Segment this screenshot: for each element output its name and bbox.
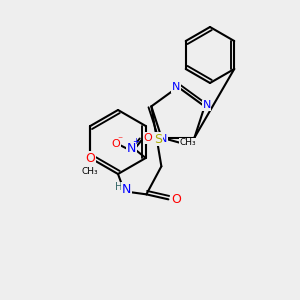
Text: S: S [154,133,162,146]
Text: H: H [115,182,122,192]
Text: ⁻: ⁻ [117,135,122,145]
Text: N: N [122,183,131,196]
Text: N: N [172,82,180,92]
Text: O: O [111,139,120,149]
Text: N: N [127,142,136,154]
Text: CH₃: CH₃ [179,138,196,147]
Text: N: N [159,134,168,144]
Text: CH₃: CH₃ [82,167,99,176]
Text: N: N [202,100,211,110]
Text: O: O [85,152,95,164]
Text: O: O [143,133,152,143]
Text: +: + [132,136,139,146]
Text: O: O [171,193,181,206]
